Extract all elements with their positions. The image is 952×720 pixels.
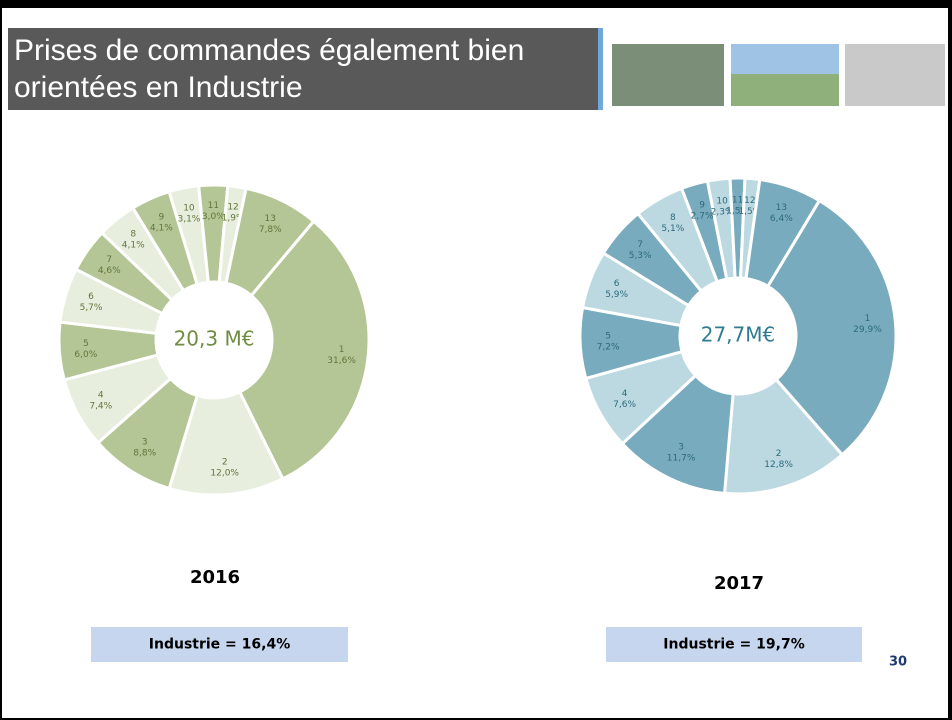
slice-category: 1 (339, 345, 345, 355)
slice-value-label: 31,6% (327, 356, 356, 366)
slice-category: 12 (744, 196, 755, 206)
slice-category: 6 (614, 279, 620, 289)
slice-category: 7 (637, 240, 643, 250)
slice-value-label: 4,6% (98, 266, 121, 276)
slice-value-label: 7,2% (597, 342, 620, 352)
slice-category: 8 (670, 213, 676, 223)
slice-category: 13 (776, 203, 787, 213)
slice-value-label: 3,1% (177, 214, 200, 224)
slice-category: 10 (716, 196, 728, 206)
slice-category: 7 (106, 255, 112, 265)
slice-value-label: 7,8% (259, 225, 282, 235)
slice-category: 5 (605, 331, 611, 341)
slice-value-label: 6,4% (770, 214, 793, 224)
slice-category: 11 (732, 196, 743, 206)
chart-title: 2017 (714, 573, 764, 594)
caption: Industrie = 19,7% (663, 637, 804, 653)
slice-value-label: 12,0% (210, 469, 239, 479)
slice-category: 5 (83, 339, 89, 349)
center-label: 20,3 M€ (174, 327, 255, 351)
slide: 30 131,6%212,0%38,8%47,4%56,0%65,7%74,6%… (0, 0, 952, 720)
page-number: 30 (889, 655, 907, 670)
caption: Industrie = 16,4% (149, 637, 290, 653)
slice-category: 10 (183, 203, 195, 213)
slice-value-label: 7,6% (613, 400, 636, 410)
slice-category: 11 (208, 201, 219, 211)
photo-sky (731, 44, 839, 74)
slice-value-label: 8,8% (133, 449, 156, 459)
slice-category: 6 (88, 292, 94, 302)
slice-value-label: 6,0% (74, 350, 97, 360)
slide-title: Prises de commandes également bien orien… (14, 32, 594, 106)
slice-value-label: 4,1% (122, 241, 145, 251)
slice-value-label: 5,1% (661, 224, 684, 234)
slice-value-label: 7,4% (89, 401, 112, 411)
slice-category: 3 (678, 442, 684, 452)
slice-value-label: 5,7% (80, 303, 103, 313)
slice-category: 13 (265, 214, 276, 224)
slice-category: 2 (222, 458, 228, 468)
title-accent (598, 28, 603, 110)
slice-category: 2 (776, 449, 782, 459)
slice-category: 4 (98, 390, 104, 400)
slice-value-label: 5,3% (629, 251, 652, 261)
slice-category: 3 (142, 438, 148, 448)
slice-category: 8 (130, 230, 136, 240)
slice-value-label: 11,7% (667, 453, 696, 463)
center-label: 27,7M€ (701, 323, 776, 347)
slice-category: 9 (158, 212, 164, 222)
slice-value-label: 12,8% (764, 460, 793, 470)
photo (845, 44, 945, 106)
slice-category: 1 (865, 314, 871, 324)
slice-category: 12 (227, 202, 238, 212)
photo (612, 44, 724, 106)
slice-value-label: 29,9% (853, 325, 882, 335)
slice-value-label: 4,1% (150, 223, 173, 233)
page: 30 131,6%212,0%38,8%47,4%56,0%65,7%74,6%… (0, 0, 952, 720)
slice-category: 9 (699, 201, 705, 211)
slice-value-label: 5,9% (605, 290, 628, 300)
chart-title: 2016 (190, 567, 240, 588)
slice-category: 4 (622, 389, 628, 399)
